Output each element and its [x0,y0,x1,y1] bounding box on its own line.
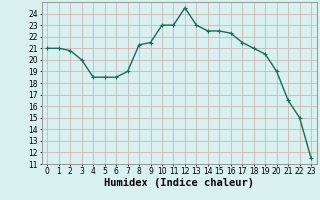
X-axis label: Humidex (Indice chaleur): Humidex (Indice chaleur) [104,178,254,188]
